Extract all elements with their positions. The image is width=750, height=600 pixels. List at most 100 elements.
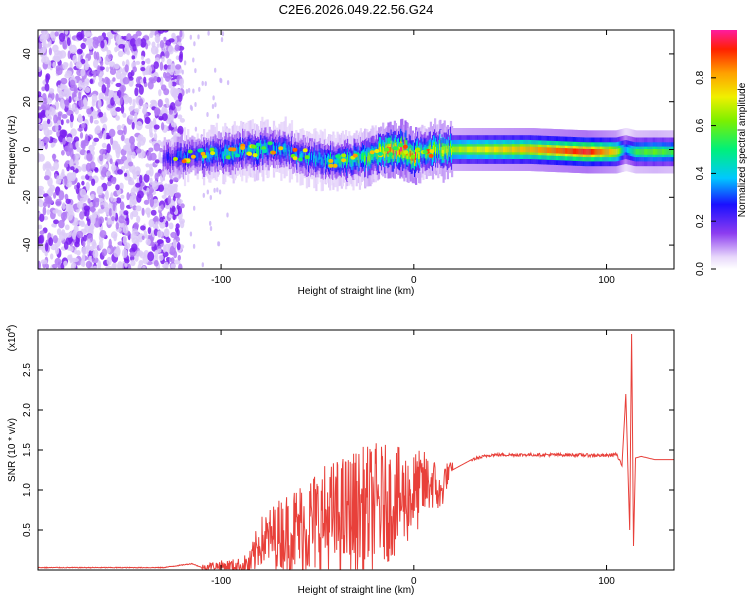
noise-speckle <box>109 68 117 75</box>
noise-speckle <box>216 113 220 119</box>
noise-speckle <box>61 114 68 119</box>
noise-speckle <box>93 51 98 60</box>
ridge-cell <box>207 152 210 159</box>
noise-speckle <box>78 80 83 90</box>
noise-speckle <box>159 40 165 49</box>
noise-speckle <box>185 88 189 94</box>
noise-speckle <box>111 164 117 172</box>
snr-series-line <box>38 333 674 570</box>
noise-speckle <box>169 178 174 184</box>
noise-speckle <box>105 265 113 269</box>
ridge-blob <box>190 154 196 159</box>
noise-speckle <box>64 193 69 200</box>
ridge-blob <box>278 146 284 151</box>
noise-speckle <box>115 115 120 121</box>
noise-speckle <box>192 57 195 63</box>
colorbar-label: Normalized spectral amplitude <box>737 82 748 217</box>
noise-speckle <box>129 198 133 208</box>
noise-speckle <box>73 249 78 255</box>
noise-speckle <box>217 241 221 247</box>
noise-speckle <box>54 31 59 37</box>
noise-speckle <box>75 141 80 149</box>
ridge-blob <box>240 146 246 150</box>
noise-speckle <box>158 89 162 97</box>
noise-speckle <box>42 136 50 144</box>
noise-speckle <box>85 181 90 191</box>
noise-speckle <box>153 76 158 81</box>
noise-speckle <box>112 143 117 151</box>
noise-speckle <box>76 201 84 209</box>
noise-speckle <box>66 211 73 221</box>
noise-speckle <box>132 44 137 52</box>
noise-speckle <box>221 31 225 37</box>
noise-speckle <box>92 265 98 269</box>
ridge-blob <box>341 158 347 163</box>
noise-speckle <box>52 209 59 214</box>
noise-speckle <box>108 238 112 249</box>
colorbar-tick-label: 0.0 <box>695 262 706 276</box>
noise-speckle <box>173 239 177 249</box>
noise-speckle <box>123 125 127 135</box>
noise-speckle <box>160 84 167 91</box>
noise-speckle <box>63 89 70 98</box>
noise-speckle <box>153 142 161 152</box>
noise-speckle <box>98 239 104 250</box>
noise-speckle <box>113 30 121 33</box>
noise-speckle <box>60 119 64 126</box>
noise-speckle <box>123 144 130 151</box>
ridge-blob <box>403 150 409 155</box>
noise-speckle <box>91 99 96 107</box>
noise-speckle <box>81 180 85 186</box>
noise-speckle <box>156 230 163 238</box>
noise-speckle <box>44 83 50 92</box>
noise-speckle <box>67 142 74 153</box>
ridge-blob <box>302 148 308 153</box>
noise-speckle <box>106 143 111 154</box>
noise-speckle <box>44 161 52 171</box>
noise-speckle <box>180 203 185 209</box>
noise-speckle <box>156 239 164 245</box>
noise-speckle <box>128 96 133 106</box>
noise-speckle <box>66 136 73 143</box>
ridge-blob <box>415 147 421 152</box>
noise-speckle <box>106 152 111 162</box>
noise-speckle <box>82 240 86 247</box>
noise-speckle <box>77 127 84 132</box>
ridge-cell <box>172 156 175 164</box>
ridge-blob <box>388 152 394 157</box>
noise-speckle <box>72 171 77 179</box>
noise-speckle <box>129 251 136 257</box>
noise-speckle <box>88 38 92 49</box>
noise-speckle <box>80 175 86 180</box>
noise-speckle <box>91 178 96 186</box>
noise-speckle <box>157 108 161 115</box>
ridge-cell <box>665 149 668 155</box>
noise-speckle <box>100 204 104 210</box>
noise-speckle <box>53 192 57 199</box>
noise-speckle <box>111 263 116 269</box>
spectrogram-panel: -100 0 100 -40 -20 0 20 40 Height of straight … <box>7 29 675 297</box>
noise-speckle <box>128 76 134 81</box>
noise-speckle <box>38 96 44 106</box>
noise-speckle <box>108 54 114 60</box>
noise-speckle <box>123 159 130 170</box>
noise-speckle <box>165 72 171 79</box>
noise-speckle <box>38 139 43 149</box>
noise-speckle <box>134 38 142 47</box>
colorbar-tick-label: 0.6 <box>695 118 706 132</box>
noise-speckle <box>81 246 88 255</box>
noise-speckle <box>197 34 200 40</box>
noise-speckle <box>113 249 121 258</box>
spectrogram-xlabel: Height of straight line (km) <box>298 286 415 297</box>
noise-speckle <box>117 261 123 269</box>
noise-speckle <box>138 237 143 243</box>
y-tick-label: 0 <box>22 146 33 152</box>
ridge-cell <box>243 146 246 153</box>
noise-speckle <box>97 260 102 269</box>
noise-speckle <box>80 142 86 149</box>
noise-speckle <box>110 136 114 146</box>
noise-speckle <box>45 75 50 84</box>
noise-speckle <box>53 161 59 171</box>
noise-speckle <box>117 159 125 165</box>
noise-speckle <box>73 136 80 143</box>
